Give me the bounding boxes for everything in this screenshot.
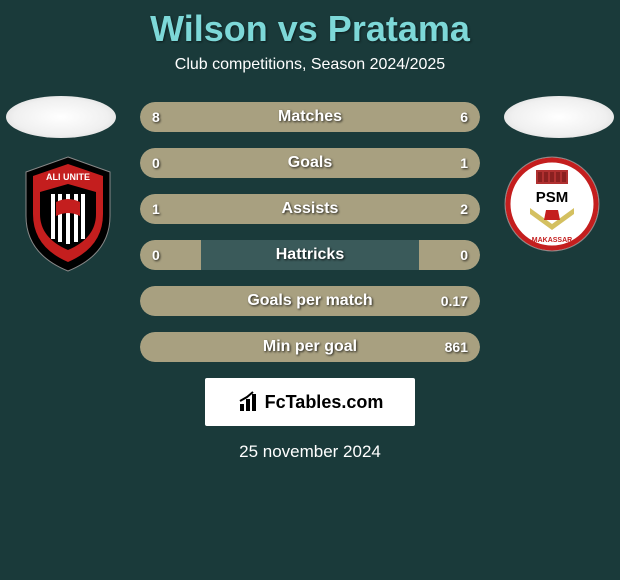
svg-text:ALI UNITE: ALI UNITE: [46, 172, 90, 182]
stat-label: Min per goal: [140, 332, 480, 362]
infographic-container: Wilson vs Pratama Club competitions, Sea…: [0, 0, 620, 580]
bali-united-crest-icon: ALI UNITE: [18, 154, 118, 274]
club-badge-right: PSM MAKASSAR: [502, 154, 602, 274]
stat-value-right: 2: [460, 194, 468, 224]
subtitle: Club competitions, Season 2024/2025: [0, 56, 620, 74]
stat-value-right: 0: [460, 240, 468, 270]
stat-label: Hattricks: [140, 240, 480, 270]
brand-text: FcTables.com: [265, 392, 384, 413]
player-photo-left: [6, 96, 116, 138]
stat-value-right: 861: [445, 332, 468, 362]
stat-label: Goals per match: [140, 286, 480, 316]
stat-label: Matches: [140, 102, 480, 132]
stat-label: Assists: [140, 194, 480, 224]
stat-row: 1Assists2: [140, 194, 480, 224]
stat-value-right: 1: [460, 148, 468, 178]
stats-bars: 8Matches60Goals11Assists20Hattricks0Goal…: [140, 102, 480, 362]
stat-row: 8Matches6: [140, 102, 480, 132]
stat-value-right: 0.17: [441, 286, 468, 316]
player-photo-right: [504, 96, 614, 138]
content-area: ALI UNITE PSM MAKASSAR: [0, 102, 620, 462]
svg-text:PSM: PSM: [536, 189, 569, 206]
svg-text:MAKASSAR: MAKASSAR: [532, 237, 572, 244]
page-title: Wilson vs Pratama: [0, 0, 620, 50]
stat-label: Goals: [140, 148, 480, 178]
stat-row: 0Goals1: [140, 148, 480, 178]
date-text: 25 november 2024: [0, 442, 620, 462]
stat-row: Goals per match0.17: [140, 286, 480, 316]
brand-box: FcTables.com: [205, 378, 415, 426]
psm-makassar-crest-icon: PSM MAKASSAR: [502, 154, 602, 254]
stat-row: 0Hattricks0: [140, 240, 480, 270]
fctables-logo-icon: [237, 390, 261, 414]
stat-row: Min per goal861: [140, 332, 480, 362]
club-badge-left: ALI UNITE: [18, 154, 118, 274]
stat-value-right: 6: [460, 102, 468, 132]
